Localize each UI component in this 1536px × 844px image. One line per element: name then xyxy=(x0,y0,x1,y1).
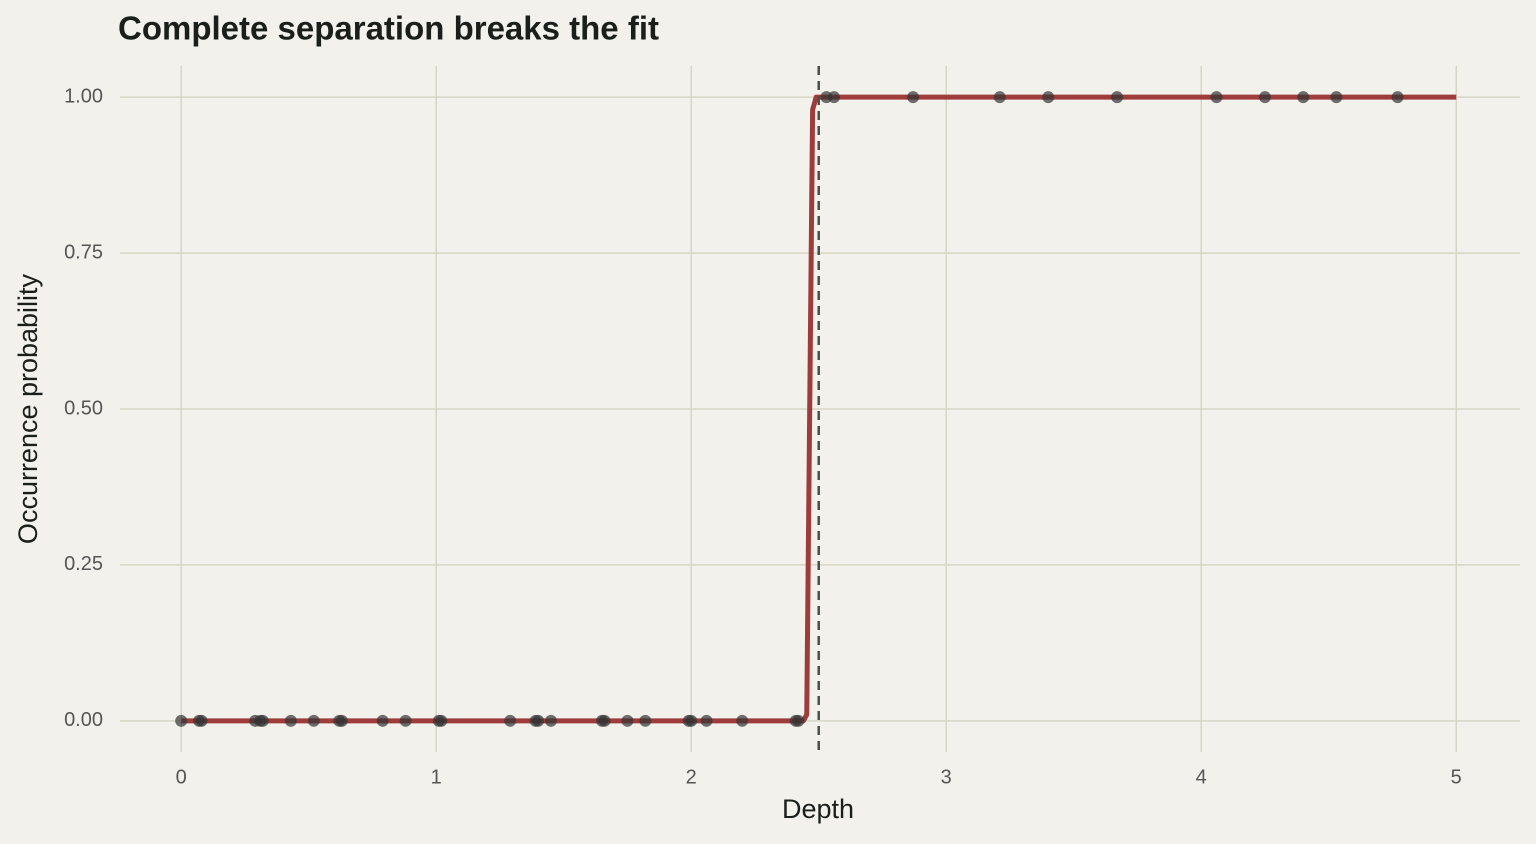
point xyxy=(335,714,348,727)
x-tick-label: 3 xyxy=(941,766,952,788)
point xyxy=(639,714,652,727)
y-axis-label: Occurrence probability xyxy=(13,273,43,544)
point xyxy=(504,714,517,727)
point xyxy=(993,91,1006,104)
point xyxy=(792,714,805,727)
point xyxy=(435,714,448,727)
fit-line xyxy=(181,94,1457,724)
point xyxy=(736,714,749,727)
point xyxy=(376,714,389,727)
x-axis-label: Depth xyxy=(782,794,854,824)
x-tick-label: 1 xyxy=(431,766,442,788)
x-tick-label: 4 xyxy=(1196,766,1207,788)
point xyxy=(598,714,611,727)
point xyxy=(1210,91,1223,104)
point xyxy=(175,714,188,727)
point xyxy=(544,714,557,727)
point xyxy=(1330,91,1343,104)
chart-title: Complete separation breaks the fit xyxy=(118,10,659,47)
point xyxy=(700,714,713,727)
point xyxy=(399,714,412,727)
point xyxy=(1258,91,1271,104)
y-tick-label: 1.00 xyxy=(64,85,103,107)
y-tick-label: 0.25 xyxy=(64,553,103,575)
point xyxy=(1042,91,1055,104)
point xyxy=(256,714,269,727)
x-tick-label: 5 xyxy=(1451,766,1462,788)
point xyxy=(1111,91,1124,104)
point xyxy=(621,714,634,727)
y-tick-label: 0.75 xyxy=(64,241,103,263)
point xyxy=(532,714,545,727)
point xyxy=(1297,91,1310,104)
x-tick-label: 2 xyxy=(686,766,697,788)
point xyxy=(307,714,320,727)
point xyxy=(195,714,208,727)
point xyxy=(685,714,698,727)
point xyxy=(828,91,841,104)
point xyxy=(284,714,297,727)
y-tick-label: 0.00 xyxy=(64,709,103,731)
x-tick-label: 0 xyxy=(176,766,187,788)
point xyxy=(1391,91,1404,104)
y-tick-label: 0.50 xyxy=(64,397,103,419)
point xyxy=(907,91,920,104)
